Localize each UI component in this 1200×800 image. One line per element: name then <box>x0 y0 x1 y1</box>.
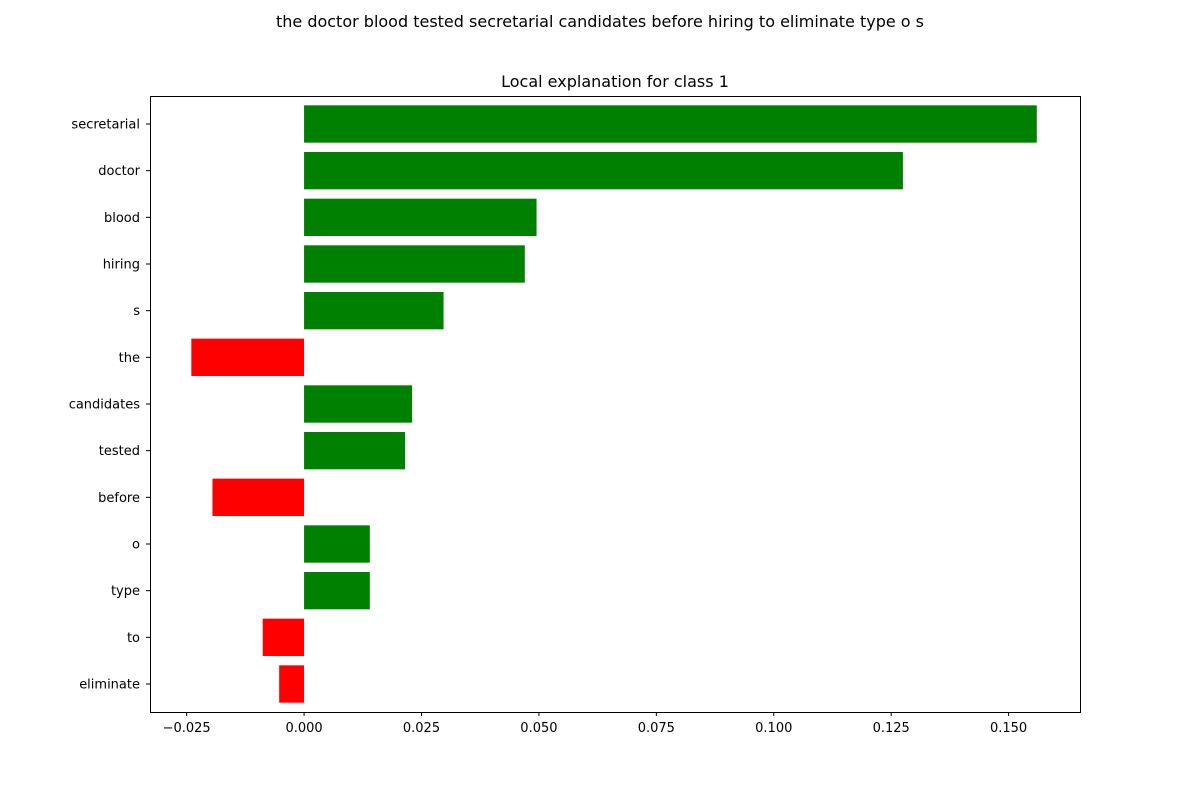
y-tick-label: eliminate <box>79 678 140 693</box>
y-tick-label: hiring <box>103 258 140 273</box>
bar-blood <box>304 198 537 236</box>
bar-to <box>262 618 305 656</box>
bar-type <box>304 572 370 610</box>
bar-eliminate <box>279 665 305 703</box>
bar-the <box>191 338 305 376</box>
y-tick-label: blood <box>104 211 140 226</box>
y-tick-label: the <box>119 351 140 366</box>
x-axis-ticks: −0.025 0.000 0.025 0.050 0.075 0.100 0.125 0.15… <box>163 712 1027 736</box>
x-tick-label: 0.000 <box>285 721 322 736</box>
figure-suptitle: the doctor blood tested secretarial cand… <box>275 12 925 31</box>
x-tick-label: 0.150 <box>990 721 1027 736</box>
y-tick-label: o <box>132 538 140 553</box>
x-tick-label: 0.100 <box>755 721 792 736</box>
y-tick-label: doctor <box>98 164 140 179</box>
bar-tested <box>304 432 406 470</box>
bar-o <box>304 525 370 563</box>
bar-candidates <box>304 385 413 423</box>
x-tick-label: 0.125 <box>873 721 910 736</box>
x-tick-label: −0.025 <box>163 721 211 736</box>
bar-doctor <box>304 152 903 190</box>
x-tick-label: 0.050 <box>520 721 557 736</box>
bar-secretarial <box>304 105 1037 143</box>
chart-title: Local explanation for class 1 <box>501 72 729 91</box>
bars-group <box>191 105 1037 703</box>
y-tick-label: tested <box>99 444 140 459</box>
y-tick-label: candidates <box>69 398 141 413</box>
bar-hiring <box>304 245 525 283</box>
y-tick-label: to <box>127 631 140 646</box>
y-tick-label: s <box>133 304 140 319</box>
y-tick-label: type <box>111 584 140 599</box>
bar-before <box>212 478 305 516</box>
bar-s <box>304 292 444 330</box>
plot-frame <box>150 96 1081 713</box>
x-tick-label: 0.025 <box>403 721 440 736</box>
y-tick-label: before <box>98 491 140 506</box>
y-axis-ticks: secretarial doctor blood hiring s the candidat… <box>69 118 150 693</box>
y-tick-label: secretarial <box>71 118 140 133</box>
x-tick-label: 0.075 <box>638 721 675 736</box>
